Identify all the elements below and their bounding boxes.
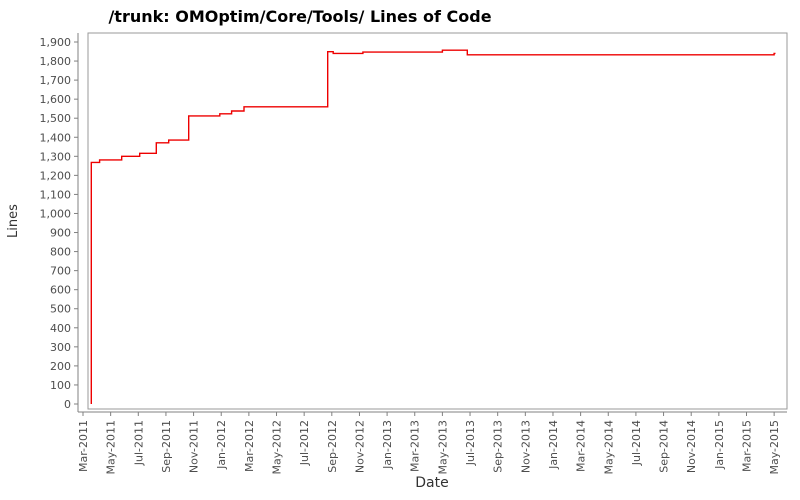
plot-frame (87, 32, 788, 410)
x-axis-title: Date (415, 475, 448, 491)
x-tick-label: Nov-2011 (188, 420, 201, 473)
x-tick-label: Jul-2013 (464, 420, 477, 466)
chart-title: /trunk: OMOptim/Core/Tools/ Lines of Cod… (108, 7, 491, 26)
x-tick-label: Mar-2012 (243, 420, 256, 472)
y-tick-label: 1,300 (40, 150, 72, 163)
y-tick-label: 600 (50, 284, 71, 297)
x-axis-ticks: Mar-2011 May-2011 Jul-2011 Sep-2011 Nov-2011… (77, 412, 781, 475)
y-tick-label: 900 (50, 227, 71, 240)
y-tick-label: 200 (50, 360, 71, 373)
loc-series-line (90, 49, 776, 404)
y-tick-label: 700 (50, 265, 71, 278)
x-tick-label: May-2014 (602, 420, 615, 475)
y-tick-label: 0 (64, 398, 71, 411)
y-tick-label: 400 (50, 322, 71, 335)
y-tick-label: 1,900 (40, 36, 72, 49)
x-tick-label: May-2015 (768, 420, 781, 475)
y-tick-label: 1,500 (40, 112, 72, 125)
x-tick-label: Nov-2012 (353, 420, 366, 473)
y-axis-title: Lines (6, 204, 21, 238)
x-tick-label: Mar-2013 (409, 420, 422, 472)
y-tick-label: 100 (50, 379, 71, 392)
x-tick-label: May-2011 (105, 420, 118, 475)
x-tick-label: Sep-2012 (326, 420, 339, 473)
y-axis-ticks: 0 100 200 300 400 500 600 700 800 900 1,000 1,100 1,… (40, 36, 78, 411)
x-tick-label: Jul-2014 (630, 420, 643, 466)
x-tick-label: Jul-2011 (132, 420, 145, 466)
y-tick-label: 1,600 (40, 93, 72, 106)
x-tick-label: Jan-2013 (381, 420, 394, 470)
y-tick-label: 800 (50, 246, 71, 259)
x-tick-label: Sep-2011 (160, 420, 173, 473)
x-tick-label: Mar-2014 (575, 420, 588, 472)
x-tick-label: Sep-2013 (492, 420, 505, 473)
x-tick-label: Jan-2012 (215, 420, 228, 470)
y-tick-label: 1,700 (40, 74, 72, 87)
x-tick-label: May-2013 (436, 420, 449, 475)
y-tick-label: 300 (50, 341, 71, 354)
y-tick-label: 500 (50, 303, 71, 316)
y-tick-label: 1,400 (40, 131, 72, 144)
y-tick-label: 1,200 (40, 169, 72, 182)
y-tick-label: 1,800 (40, 55, 72, 68)
x-tick-label: May-2012 (271, 420, 284, 475)
x-tick-label: Jan-2015 (713, 420, 726, 470)
x-tick-label: Mar-2011 (77, 420, 90, 472)
y-tick-label: 1,100 (40, 188, 72, 201)
x-tick-label: Nov-2014 (685, 420, 698, 473)
x-tick-label: Jul-2012 (298, 420, 311, 466)
x-tick-label: Nov-2013 (519, 420, 532, 473)
x-tick-label: Sep-2014 (658, 420, 671, 473)
y-tick-label: 1,000 (40, 207, 72, 220)
x-tick-label: Mar-2015 (740, 420, 753, 472)
x-tick-label: Jan-2014 (547, 420, 560, 470)
